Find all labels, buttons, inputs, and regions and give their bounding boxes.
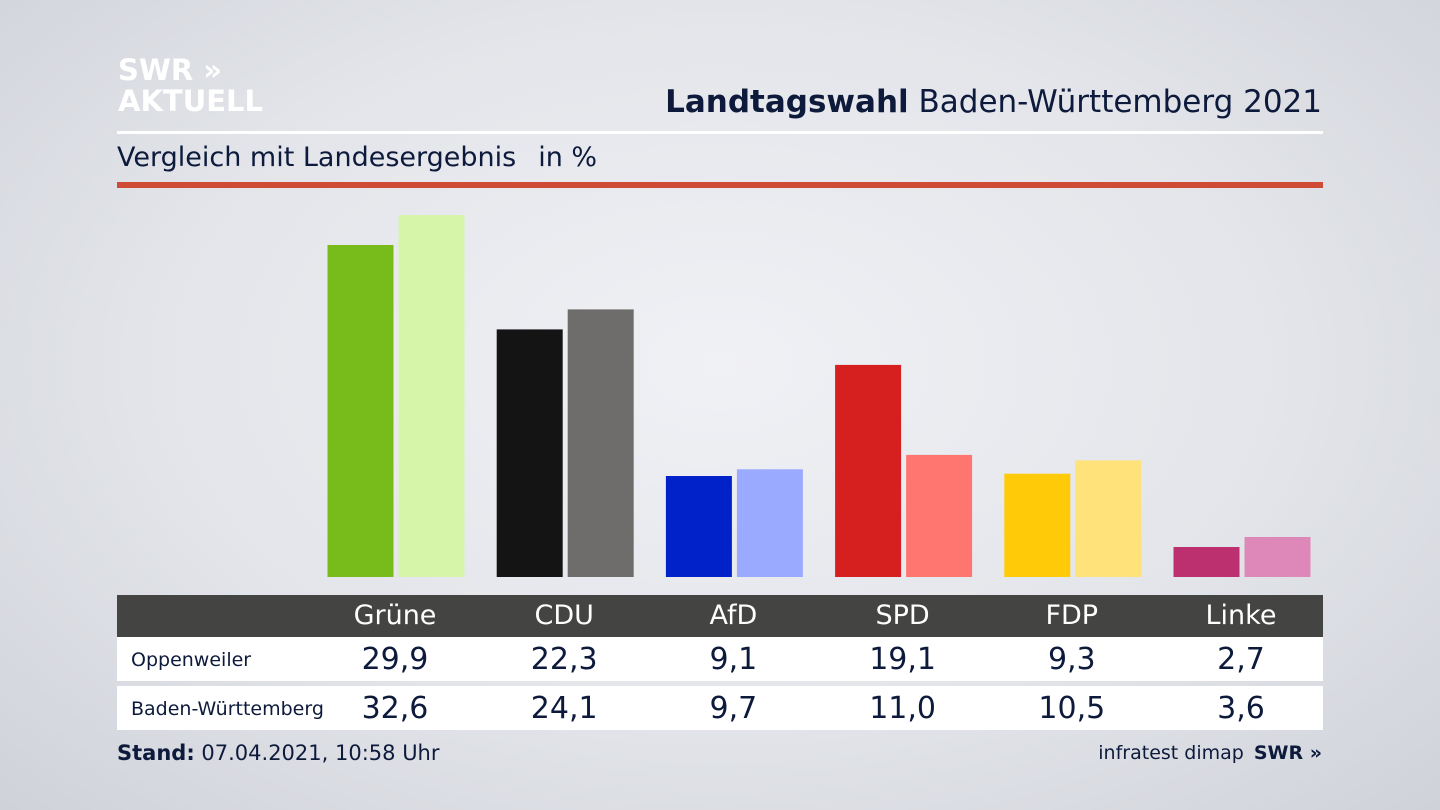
title-bold: Landtagswahl <box>665 84 909 120</box>
source-text: infratest dimap <box>1098 742 1244 764</box>
unit-label: in % <box>538 142 598 173</box>
bar-linke-baden-wuerttemberg <box>1244 537 1311 577</box>
bar-fdp-oppenweiler <box>1004 473 1071 577</box>
title-rest: Baden-Württemberg 2021 <box>918 84 1322 120</box>
row-label: Baden-Württemberg <box>131 698 324 720</box>
timestamp: Stand: 07.04.2021, 10:58 Uhr <box>117 741 440 765</box>
bar-spd-baden-wuerttemberg <box>906 454 973 577</box>
bar-gruene-oppenweiler <box>327 245 394 577</box>
party-label-spd: SPD <box>875 600 930 631</box>
value-fdp-baden-wuerttemberg: 10,5 <box>1038 691 1106 726</box>
value-afd-oppenweiler: 9,1 <box>709 642 758 677</box>
party-label-linke: Linke <box>1205 600 1277 631</box>
party-label-fdp: FDP <box>1045 600 1099 631</box>
value-linke-baden-wuerttemberg: 3,6 <box>1217 691 1265 726</box>
value-cdu-baden-wuerttemberg: 24,1 <box>530 691 598 726</box>
party-label-afd: AfD <box>709 600 758 631</box>
stand-label: Stand: <box>117 741 195 765</box>
value-spd-baden-wuerttemberg: 11,0 <box>869 691 936 726</box>
source-credit: infratest dimap SWR » <box>1098 742 1322 764</box>
bar-spd-oppenweiler <box>835 364 902 577</box>
subtitle-text: Vergleich mit Landesergebnis <box>117 142 517 173</box>
stand-value: 07.04.2021, 10:58 Uhr <box>201 741 440 765</box>
table-row-baden-wuerttemberg: Baden-Württemberg 32,6 24,1 9,7 11,0 10,5 3,6 <box>117 686 1323 730</box>
party-label-gruene: Grüne <box>353 600 437 631</box>
value-gruene-oppenweiler: 29,9 <box>361 642 429 677</box>
value-fdp-oppenweiler: 9,3 <box>1047 642 1096 677</box>
value-cdu-oppenweiler: 22,3 <box>530 642 598 677</box>
value-gruene-baden-wuerttemberg: 32,6 <box>361 691 429 726</box>
bar-gruene-baden-wuerttemberg <box>398 215 465 577</box>
title-divider <box>117 131 1323 134</box>
logo-line-2: AKTUELL <box>118 84 264 118</box>
swr-aktuell-logo: SWR » AKTUELL <box>118 54 263 117</box>
table-header: Grüne CDU AfD SPD FDP Linke <box>117 595 1323 637</box>
results-table: Grüne CDU AfD SPD FDP Linke Oppenweiler 29,9 2… <box>117 595 1323 730</box>
page-title: Landtagswahl Baden-Württemberg 2021 <box>665 84 1322 120</box>
subtitle-divider <box>117 182 1323 188</box>
bar-cdu-baden-wuerttemberg <box>567 309 634 577</box>
row-label: Oppenweiler <box>131 649 252 671</box>
value-afd-baden-wuerttemberg: 9,7 <box>709 691 758 726</box>
value-spd-oppenweiler: 19,1 <box>869 642 936 677</box>
bar-cdu-oppenweiler <box>496 329 563 577</box>
bar-chart <box>327 215 1311 577</box>
swr-logo: SWR » <box>1253 742 1322 764</box>
table-row-oppenweiler: Oppenweiler 29,9 22,3 9,1 19,1 9,3 2,7 <box>117 637 1323 681</box>
chart-subtitle: Vergleich mit Landesergebnis in % <box>117 142 597 173</box>
value-linke-oppenweiler: 2,7 <box>1217 642 1265 677</box>
bar-linke-oppenweiler <box>1173 547 1240 577</box>
bar-afd-oppenweiler <box>665 476 732 577</box>
bar-fdp-baden-wuerttemberg <box>1075 460 1142 577</box>
party-label-cdu: CDU <box>534 600 594 631</box>
bar-afd-baden-wuerttemberg <box>736 469 803 577</box>
logo-line-1: SWR » <box>118 53 223 87</box>
